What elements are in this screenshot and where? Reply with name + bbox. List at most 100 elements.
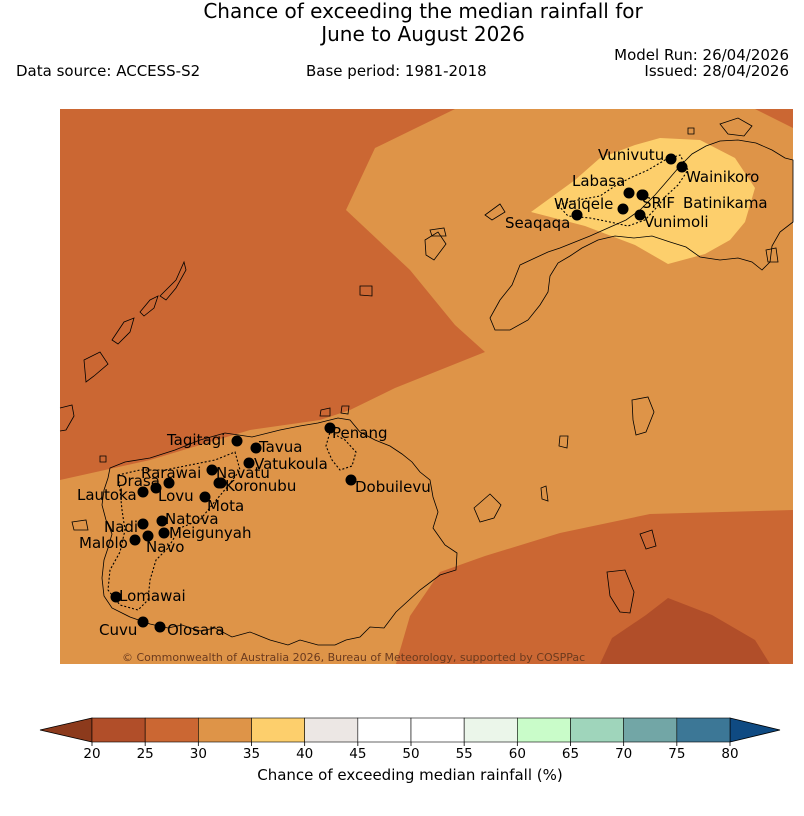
- title-line-1: Chance of exceeding the median rainfall …: [203, 0, 643, 23]
- colorbar-tick-label: 45: [349, 746, 366, 762]
- town-marker-dot: [142, 530, 154, 542]
- town-lautoka: Lautoka: [77, 486, 149, 504]
- island-coast: [631, 396, 655, 436]
- island-coast: [606, 569, 635, 614]
- town-navo: Navo: [142, 530, 184, 556]
- town-label: Olosara: [167, 621, 225, 639]
- island-coast: [639, 529, 657, 550]
- town-marker-dot: [665, 153, 677, 165]
- town-lovu: Lovu: [150, 482, 194, 505]
- town-label: Penang: [332, 424, 387, 442]
- colorbar-bin-20-25: [91, 717, 146, 743]
- colorbar-tick-label: 65: [562, 746, 579, 762]
- town-label: Drasa: [116, 472, 160, 490]
- island-coast: [687, 127, 695, 135]
- town-label: Tavua: [258, 438, 302, 456]
- town-marker-dot: [137, 616, 149, 628]
- town-label: Malolo: [79, 534, 128, 552]
- town-label: Seaqaqa: [505, 214, 570, 232]
- town-marker-dot: [634, 209, 646, 221]
- chart-title: Chance of exceeding the median rainfall …: [0, 0, 804, 46]
- colorbar-tick-label: 55: [456, 746, 473, 762]
- island-coast: [71, 519, 89, 531]
- colorbar-tick-label: 35: [243, 746, 260, 762]
- east-district-boundary: [325, 431, 357, 471]
- colorbar-tick-label: 70: [615, 746, 632, 762]
- town-marker-dot: [110, 591, 122, 603]
- colorbar-bin-70-75: [623, 717, 678, 743]
- viti-levu-coast: [101, 417, 458, 646]
- district-boundaries: [107, 154, 689, 611]
- town-marker-dot: [637, 189, 649, 201]
- probability-field: [60, 109, 793, 664]
- town-label: SRIF: [642, 194, 675, 212]
- town-marker-dot: [129, 534, 141, 546]
- town-marker-dot: [623, 187, 635, 199]
- north-district-boundary: [556, 154, 689, 227]
- island-coast: [59, 404, 75, 432]
- town-label: Waiqele: [554, 195, 613, 213]
- colorbar-bin-55-60: [463, 717, 518, 743]
- town-wainikoro: Wainikoro: [676, 161, 759, 186]
- island-coast: [359, 285, 373, 297]
- town-marker-dot: [156, 515, 168, 527]
- island-coast: [424, 231, 447, 261]
- colorbar-bin-50-55: [410, 717, 465, 743]
- town-lomawai: Lomawai: [110, 587, 186, 605]
- colorbar-tick-label: 25: [137, 746, 154, 762]
- town-marker-dot: [158, 527, 170, 539]
- town-drasa: Drasa: [116, 472, 175, 490]
- town-marker-dot: [213, 477, 225, 489]
- colorbar-title: Chance of exceeding median rainfall (%): [257, 766, 562, 784]
- coastlines: [59, 117, 794, 646]
- town-label: Navo: [146, 538, 184, 556]
- town-marker-dot: [150, 482, 162, 494]
- town-marker-dot: [231, 435, 243, 447]
- town-marker-dot: [250, 442, 262, 454]
- town-label: Mota: [207, 497, 244, 515]
- island-coast: [719, 117, 753, 137]
- island-coast: [111, 317, 135, 345]
- town-marker-dot: [324, 422, 336, 434]
- island-coast: [139, 295, 159, 317]
- colorbar-tick-label: 30: [190, 746, 207, 762]
- town-label: Labasa: [572, 172, 625, 190]
- island-coast: [99, 455, 107, 463]
- town-marker-dot: [345, 474, 357, 486]
- town-batinikama: Batinikama: [637, 189, 768, 212]
- colorbar-bin-25-30: [144, 717, 199, 743]
- colorbar-over-arrow: [729, 717, 781, 743]
- town-label: Tagitagi: [166, 431, 225, 449]
- zone-25-30-north-east: [755, 109, 793, 128]
- town-nadi: Nadi: [104, 518, 149, 536]
- island-coast: [484, 203, 506, 221]
- town-labasa: Labasa: [572, 172, 635, 199]
- town-marker-dot: [154, 621, 166, 633]
- town-label: Lautoka: [77, 486, 137, 504]
- town-rarawai: Rarawai: [141, 464, 218, 482]
- data-source-label: Data source: ACCESS-S2: [16, 62, 201, 80]
- zone-35-40: [531, 138, 755, 264]
- issued-label: Issued: 28/04/2026: [644, 62, 789, 80]
- town-label: Wainikoro: [686, 168, 759, 186]
- colorbar-tick-label: 40: [296, 746, 313, 762]
- town-marker-dot: [163, 477, 175, 489]
- colorbar-tick-label: 20: [83, 746, 100, 762]
- town-seaqaqa: Seaqaqa: [505, 209, 583, 232]
- town-marker-dot: [243, 457, 255, 469]
- title-line-2: June to August 2026: [321, 22, 525, 46]
- colorbar-bin-35-40: [251, 717, 305, 743]
- town-label: Cuvu: [99, 621, 137, 639]
- town-label: Koronubu: [225, 477, 296, 495]
- town-waiqele: Waiqele: [554, 195, 629, 215]
- town-vunimoli: Vunimoli: [634, 209, 709, 231]
- town-label: Lomawai: [119, 587, 186, 605]
- town-label: Vunimoli: [644, 213, 709, 231]
- town-natova: Natova: [156, 510, 219, 528]
- colorbar-bin-40-45: [304, 717, 359, 743]
- town-meigunyah: Meigunyah: [158, 524, 251, 542]
- town-cuvu: Cuvu: [99, 616, 149, 639]
- colorbar-bin-60-65: [517, 717, 571, 743]
- town-label: Nadi: [104, 518, 138, 536]
